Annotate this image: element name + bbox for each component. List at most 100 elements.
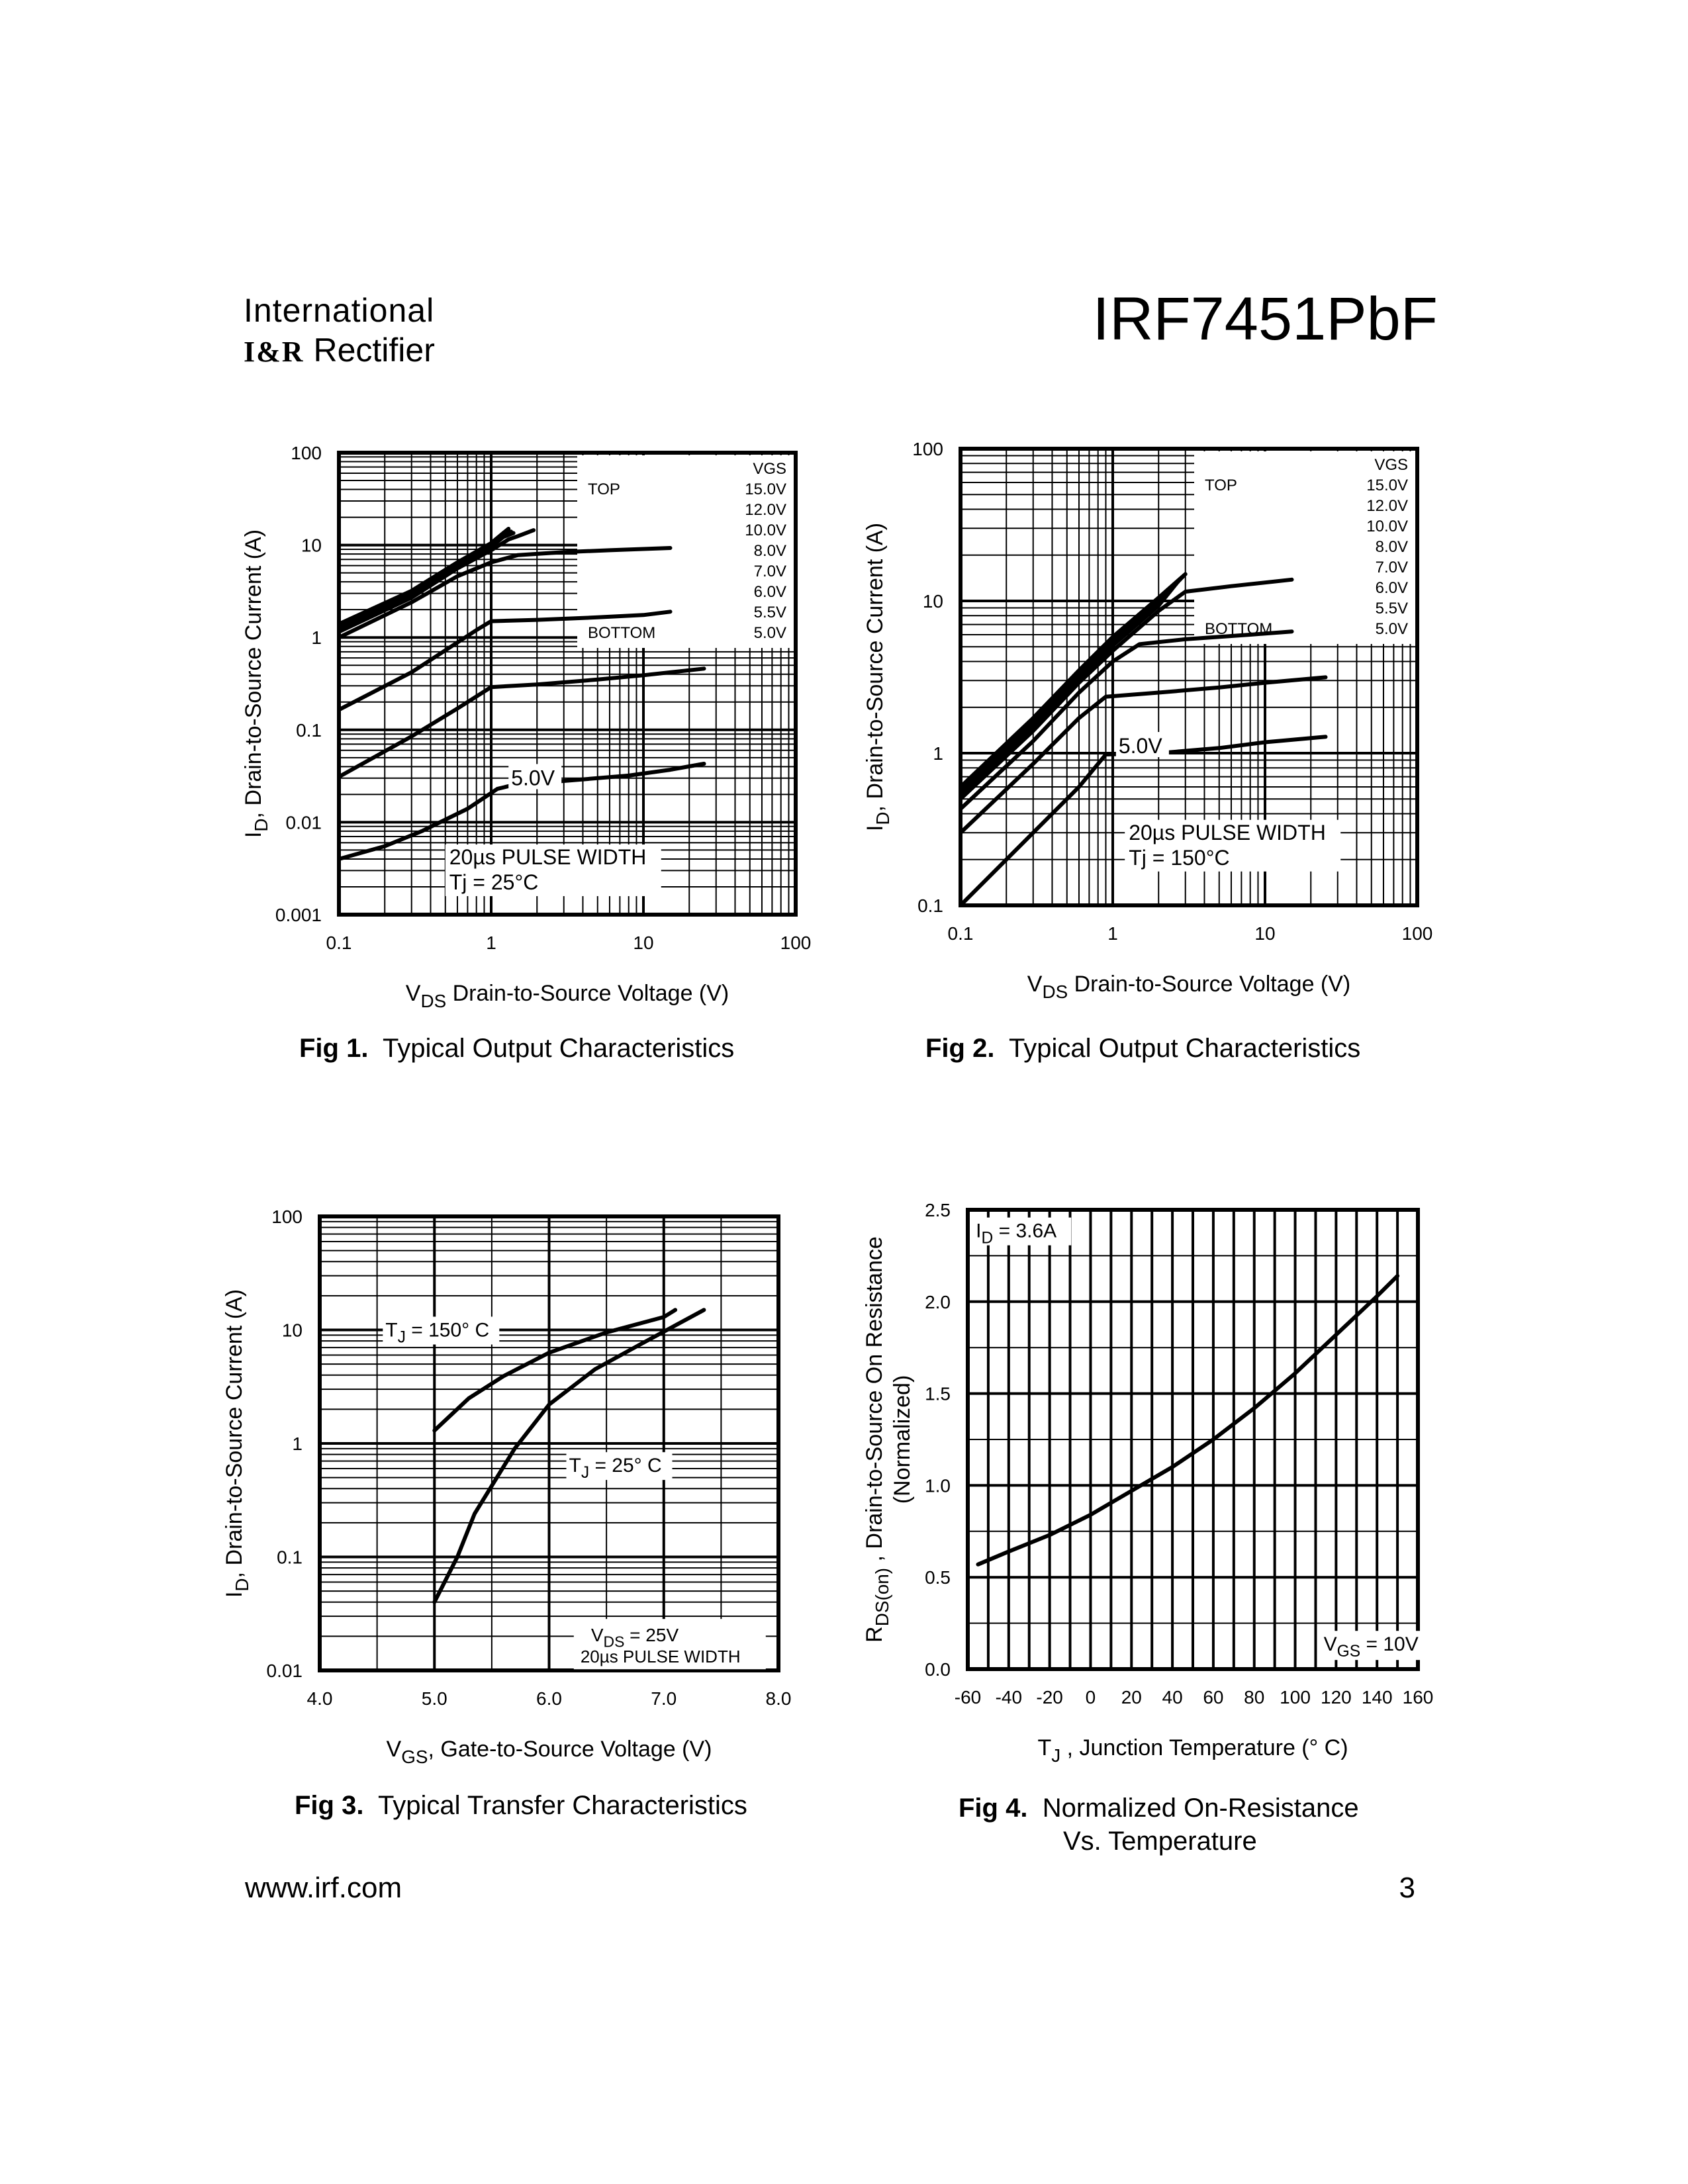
fig2-series-line <box>959 629 1294 811</box>
fig1-pulse-bg <box>445 844 661 897</box>
fig4-x-tick-label: 60 <box>1203 1687 1223 1707</box>
fig1-legend-value: 7.0V <box>754 563 786 580</box>
fig2-plot-frame <box>959 447 1419 907</box>
fig2-caption-text: Typical Output Characteristics <box>1008 1034 1361 1063</box>
fig3-plot-frame <box>318 1214 780 1672</box>
fig1-legend-value: 5.0V <box>754 624 786 642</box>
fig2-y-tick-label: 10 <box>923 591 943 612</box>
fig3-y-tick-label: 0.1 <box>277 1547 303 1568</box>
fig1-legend-title: VGS <box>753 460 786 478</box>
fig2-legend-value: 10.0V <box>1366 518 1408 535</box>
fig3-grid <box>318 1215 780 1672</box>
fig1-legend-value: 12.0V <box>745 501 786 519</box>
fig4-x-tick-label: 100 <box>1280 1687 1311 1707</box>
fig3-pulse-width-note: 20µs PULSE WIDTH <box>581 1647 741 1666</box>
fig3-caption-text: Typical Transfer Characteristics <box>377 1791 747 1820</box>
fig2-legend-value: 12.0V <box>1366 497 1408 515</box>
fig1-y-tick-label: 0.1 <box>296 720 322 741</box>
fig1-legend-bottom: BOTTOM <box>588 624 655 642</box>
fig2-chart: VGSTOPBOTTOM15.0V12.0V10.0V8.0V7.0V6.0V5… <box>863 439 1432 1002</box>
fig4-vgs-note: VGS = 10V <box>1324 1633 1419 1661</box>
fig3-y-tick-label: 10 <box>282 1320 303 1341</box>
fig1-pulse-width-note: 20µs PULSE WIDTH <box>449 845 647 869</box>
part-number-title: IRF7451PbF <box>1092 285 1438 353</box>
fig2-legend: VGSTOPBOTTOM15.0V12.0V10.0V8.0V7.0V6.0V5… <box>1194 451 1416 644</box>
fig2-y-tick-label: 0.1 <box>917 895 943 916</box>
fig1-ticks: 0.1 1 10 100 0.001 0.01 0.1 1 10 100 <box>275 443 811 953</box>
fig2-y-axis-label: ID, Drain-to-Source Current (A) <box>863 523 893 831</box>
fig3-series <box>432 1308 706 1604</box>
fig4-y-tick-label: 2.0 <box>925 1292 951 1312</box>
fig3-y-tick-label: 0.01 <box>267 1661 303 1681</box>
fig1-series-line <box>337 531 516 631</box>
fig4-x-tick-label: 160 <box>1403 1687 1434 1707</box>
fig4-y-tick-label: 1.5 <box>925 1384 951 1404</box>
fig1-series-line <box>337 762 706 861</box>
fig2-legend-value: 7.0V <box>1376 559 1408 576</box>
fig1-legend-value: 10.0V <box>745 522 786 539</box>
fig4-caption-line2: Vs. Temperature <box>1063 1827 1257 1856</box>
fig3-x-tick-label: 5.0 <box>422 1688 447 1709</box>
fig4-x-tick-label: 120 <box>1321 1687 1352 1707</box>
fig4-y-tick-label: 1.0 <box>925 1475 951 1496</box>
fig4-x-tick-label: 140 <box>1362 1687 1393 1707</box>
fig1-x-tick-label: 1 <box>486 933 496 953</box>
fig1-temperature-note: Tj = 25°C <box>449 870 539 894</box>
fig1-plot-frame <box>337 451 798 917</box>
fig2-x-tick-label: 1 <box>1107 923 1118 944</box>
fig2-legend-title: VGS <box>1374 456 1408 474</box>
fig1-y-tick-label: 100 <box>291 443 322 463</box>
ior-logo-mark: I&R <box>244 336 305 368</box>
fig2-legend-value: 15.0V <box>1366 477 1408 494</box>
fig3-y-tick-label: 100 <box>271 1206 303 1227</box>
fig3-tj150-bg <box>383 1316 500 1345</box>
fig3-vds-note: VDS = 25V <box>591 1625 679 1650</box>
fig4-y-axis-label: RDS(on) , Drain-to-Source On Resistance <box>862 1236 892 1643</box>
fig2-legend-value: 5.5V <box>1376 600 1408 617</box>
fig4-id-note: ID = 3.6A <box>976 1220 1056 1248</box>
fig2-legend-value: 6.0V <box>1376 579 1408 597</box>
fig2-y-tick-label: 100 <box>912 439 943 459</box>
fig1-legend-value: 5.5V <box>754 604 786 621</box>
fig4-id-note-bg <box>972 1217 1072 1246</box>
fig4-x-tick-label: 20 <box>1121 1687 1142 1707</box>
fig4-x-tick-label: -40 <box>996 1687 1022 1707</box>
fig2-x-tick-label: 100 <box>1402 923 1433 944</box>
fig3-note-bg <box>573 1619 766 1670</box>
fig1-x-tick-label: 10 <box>633 933 653 953</box>
fig3-chart: 4.0 5.0 6.0 7.0 8.0 0.01 0.1 1 10 100 VGS, Gate-to… <box>222 1206 791 1767</box>
fig4-grid <box>966 1208 1419 1670</box>
fig4-caption-text: Normalized On-Resistance <box>1042 1794 1359 1823</box>
fig1-legend-value: 6.0V <box>754 583 786 601</box>
fig2-ticks: 0.1 1 10 100 0.1 1 10 100 <box>912 439 1432 944</box>
fig2-legend-top: TOP <box>1205 477 1237 494</box>
fig4-y-axis-label-line2: (Normalized) <box>890 1375 915 1504</box>
fig4-caption: Fig 4. Normalized On-Resistance <box>959 1794 1359 1823</box>
fig4-y-tick-label: 0.5 <box>925 1567 951 1588</box>
logo-rectifier-text: Rectifier <box>313 332 435 369</box>
fig2-series-line <box>959 675 1328 835</box>
fig2-x-axis-label: VDS Drain-to-Source Voltage (V) <box>1027 972 1351 1002</box>
fig2-temperature-note: Tj = 150°C <box>1129 846 1229 870</box>
fig2-caption-number: Fig 2. <box>925 1034 995 1063</box>
fig1-y-tick-label: 1 <box>311 627 322 648</box>
fig2-x-tick-label: 10 <box>1254 923 1275 944</box>
fig4-series <box>976 1273 1400 1567</box>
fig2-legend-box <box>1194 451 1416 644</box>
fig3-x-tick-label: 7.0 <box>651 1688 677 1709</box>
fig4-x-tick-label: 40 <box>1162 1687 1183 1707</box>
fig1-series-line <box>337 528 536 634</box>
fig1-curve-label-bg <box>508 764 562 790</box>
fig4-ticks: -60 -40 -20 0 20 40 60 80 100 120 140 160 0.0 0.5 1.0 1… <box>925 1200 1433 1707</box>
fig3-x-axis-label: VGS, Gate-to-Source Voltage (V) <box>387 1737 712 1767</box>
fig4-x-tick-label: -60 <box>955 1687 981 1707</box>
fig1-y-axis-label: ID, Drain-to-Source Current (A) <box>241 529 271 838</box>
fig1-x-tick-label: 100 <box>780 933 812 953</box>
fig4-series-line <box>976 1273 1400 1567</box>
fig1-x-tick-label: 0.1 <box>326 933 352 953</box>
fig2-series-line <box>959 577 1294 801</box>
fig3-tj150-label: TJ = 150° C <box>385 1320 489 1347</box>
fig1-y-tick-label: 0.01 <box>286 812 322 833</box>
fig4-vgs-note-bg <box>1319 1631 1426 1661</box>
footer-url: www.irf.com <box>245 1872 402 1904</box>
